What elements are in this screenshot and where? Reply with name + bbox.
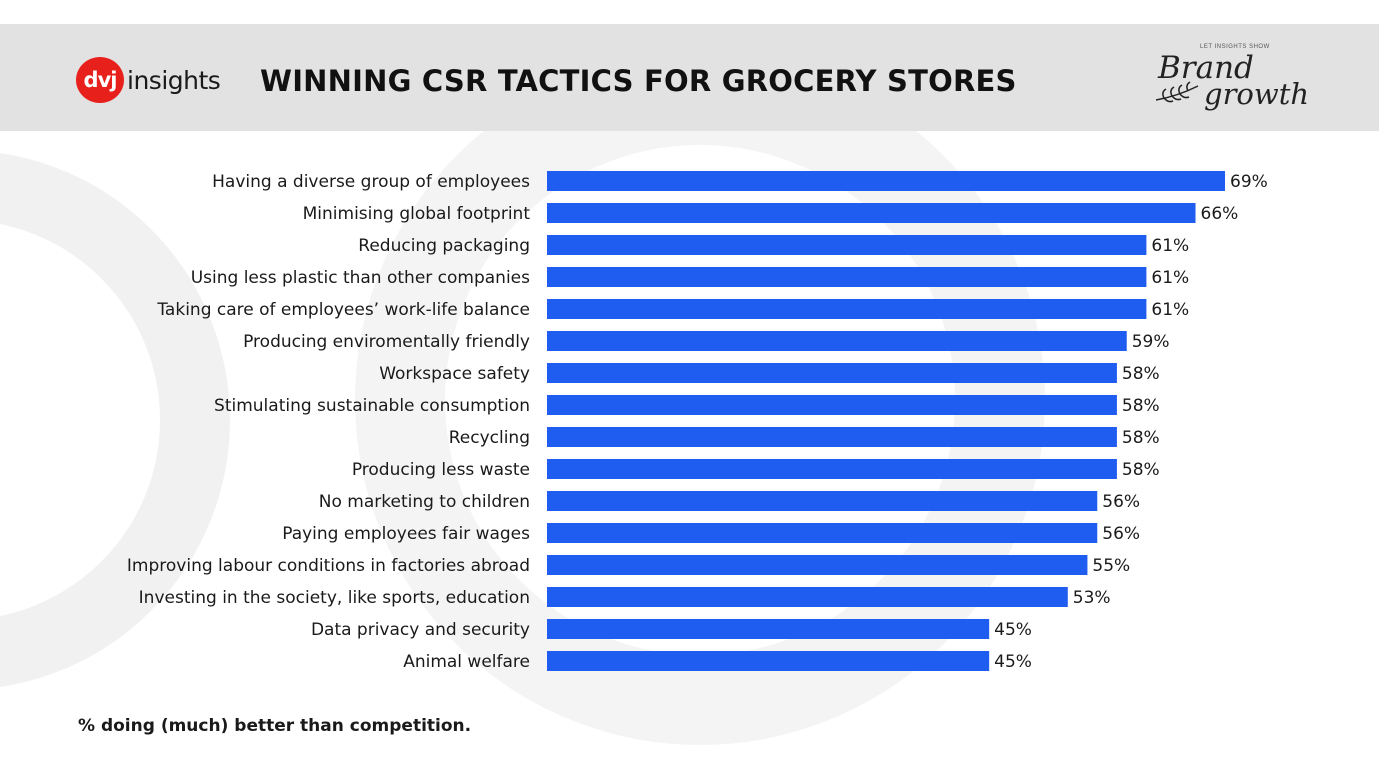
category-label: Improving labour conditions in factories… <box>127 556 530 576</box>
value-label: 56% <box>1102 524 1140 544</box>
bar <box>547 555 1088 575</box>
bar <box>547 299 1147 319</box>
category-label: Animal welfare <box>403 652 530 672</box>
category-label: Investing in the society, like sports, e… <box>139 588 530 608</box>
category-label: Using less plastic than other companies <box>191 268 530 288</box>
category-label: Workspace safety <box>379 364 530 384</box>
category-label: Minimising global footprint <box>303 204 531 224</box>
value-label: 61% <box>1151 236 1189 256</box>
bar <box>547 619 990 639</box>
chart-footnote: % doing (much) better than competition. <box>78 716 472 736</box>
bar <box>547 523 1098 543</box>
category-label: Data privacy and security <box>311 620 530 640</box>
value-label: 61% <box>1151 268 1189 288</box>
value-label: 58% <box>1122 364 1160 384</box>
category-label: No marketing to children <box>319 492 530 512</box>
brand-growth-logo: LET INSIGHTS SHOW Brand growth <box>1155 44 1308 111</box>
bar <box>547 395 1117 415</box>
bar <box>547 331 1127 351</box>
value-label: 61% <box>1151 300 1189 320</box>
bar <box>547 363 1117 383</box>
bar <box>547 651 990 671</box>
value-label: 55% <box>1092 556 1130 576</box>
bar <box>547 491 1098 511</box>
logo-text: insights <box>127 65 221 95</box>
bar <box>547 171 1225 191</box>
laurel-icon <box>1155 81 1199 103</box>
brand-line2: growth <box>1204 77 1308 111</box>
category-label: Reducing packaging <box>358 236 530 256</box>
brand-small-text: LET INSIGHTS SHOW <box>1200 44 1270 50</box>
value-label: 59% <box>1132 332 1170 352</box>
value-label: 66% <box>1201 204 1239 224</box>
category-label: Producing enviromentally friendly <box>243 332 530 352</box>
category-label: Stimulating sustainable consumption <box>214 396 530 416</box>
category-label: Paying employees fair wages <box>282 524 530 544</box>
value-label: 53% <box>1073 588 1111 608</box>
value-label: 45% <box>994 620 1032 640</box>
bar <box>547 427 1117 447</box>
value-label: 69% <box>1230 172 1268 192</box>
dvj-insights-logo: dvj insights <box>76 57 221 103</box>
category-label: Taking care of employees’ work-life bala… <box>156 300 530 320</box>
chart-title: WINNING CSR TACTICS FOR GROCERY STORES <box>260 64 1017 98</box>
category-label: Producing less waste <box>352 460 530 480</box>
bar <box>547 267 1147 287</box>
brand-line1: Brand <box>1157 50 1254 86</box>
bar <box>547 235 1147 255</box>
value-label: 58% <box>1122 396 1160 416</box>
bar <box>547 587 1068 607</box>
value-label: 58% <box>1122 428 1160 448</box>
category-label: Recycling <box>449 428 530 448</box>
category-label: Having a diverse group of employees <box>212 172 530 192</box>
logo-badge: dvj <box>76 57 124 103</box>
value-label: 45% <box>994 652 1032 672</box>
bar <box>547 459 1117 479</box>
value-label: 58% <box>1122 460 1160 480</box>
value-label: 56% <box>1102 492 1140 512</box>
bar <box>547 203 1196 223</box>
header-bar: dvj insights WINNING CSR TACTICS FOR GRO… <box>0 24 1379 131</box>
